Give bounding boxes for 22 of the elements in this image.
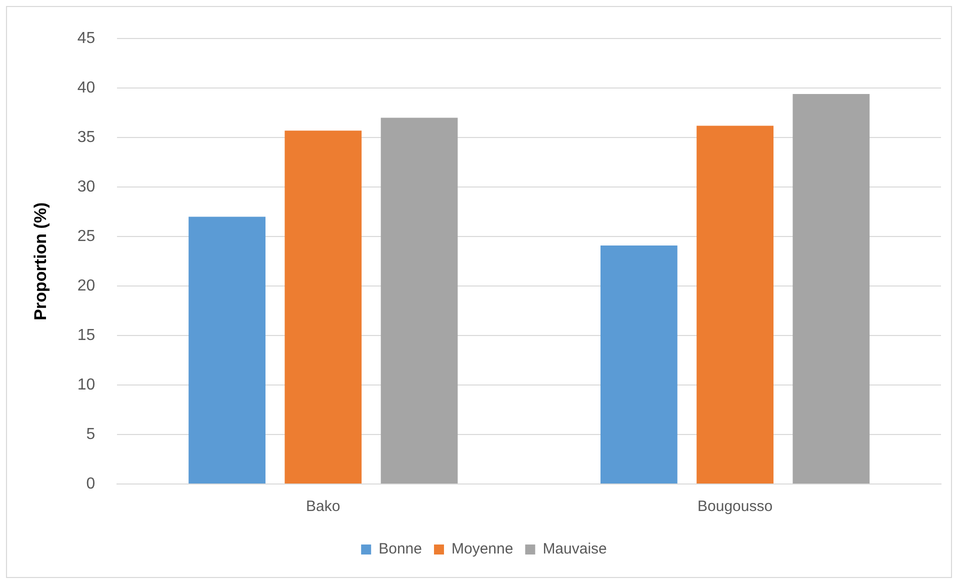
bar: [284, 130, 362, 484]
legend-label: Moyenne: [451, 540, 514, 558]
y-tick-label: 40: [77, 79, 96, 96]
y-tick-label: 45: [77, 30, 96, 48]
legend-label: Mauvaise: [542, 540, 607, 558]
bar: [792, 94, 870, 484]
bar: [188, 216, 266, 484]
y-tick-label: 10: [77, 376, 96, 394]
x-tick-label: Bougousso: [698, 498, 773, 516]
x-tick-label: Bako: [306, 498, 340, 516]
y-tick-label: 0: [86, 475, 96, 492]
y-tick-label: 20: [77, 277, 96, 294]
bar: [380, 118, 458, 484]
bar: [600, 245, 678, 484]
y-tick-label: 30: [77, 178, 96, 196]
y-tick-label: 15: [77, 326, 96, 344]
y-tick-label: 5: [86, 426, 96, 443]
legend-label: Bonne: [378, 540, 422, 558]
y-tick-label: 35: [77, 128, 96, 146]
y-axis-title: Proportion (%): [30, 202, 50, 320]
bar: [696, 126, 774, 484]
y-tick-label: 25: [77, 228, 96, 245]
